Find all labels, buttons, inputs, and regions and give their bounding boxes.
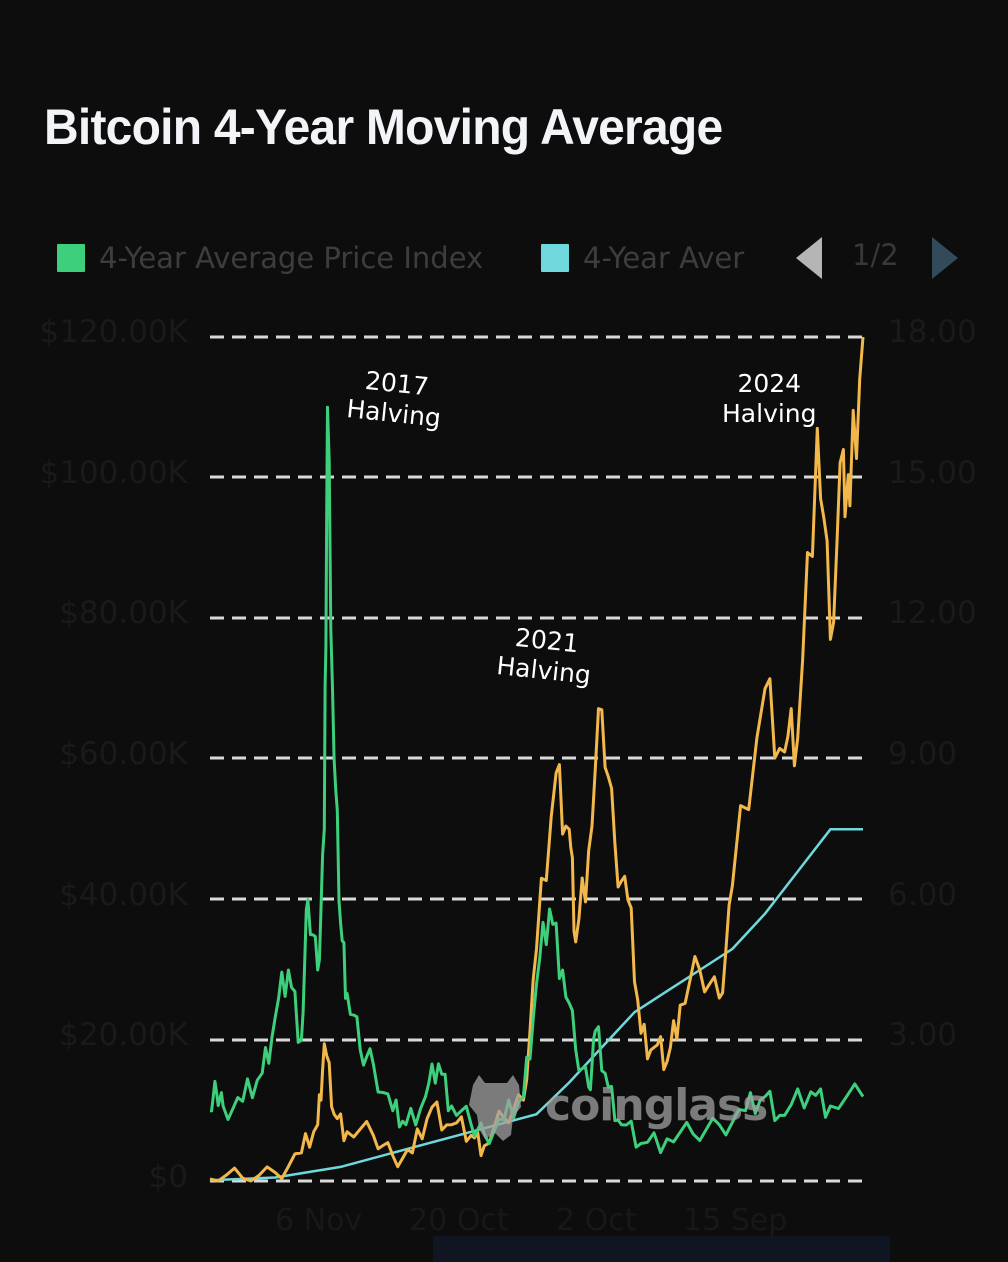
legend-item-index[interactable]: 4-Year Average Price Index <box>57 238 519 278</box>
y-tick-right: 9.00 <box>888 736 958 772</box>
y-tick-left: $80.00K <box>59 595 188 631</box>
y-tick-right: 3.00 <box>888 1017 958 1053</box>
annotation-2021-halving: 2021 Halving <box>495 621 595 691</box>
y-tick-right: 18.00 <box>888 314 977 350</box>
y-tick-left: $0 <box>148 1159 188 1195</box>
y-tick-right: 12.00 <box>888 595 977 631</box>
annotation-2024-halving: 2024 Halving <box>722 369 817 429</box>
series-4yr-average-line <box>209 828 863 1182</box>
y-tick-left: $120.00K <box>39 314 188 350</box>
annotation-label: Halving <box>722 399 817 428</box>
y-tick-left: $60.00K <box>59 736 188 772</box>
page-title: Bitcoin 4-Year Moving Average <box>44 99 723 155</box>
x-tick: 2 Oct <box>556 1203 637 1238</box>
annotation-year: 2024 <box>737 369 802 398</box>
y-tick-left: $40.00K <box>59 877 188 913</box>
legend-swatch-green <box>57 244 85 272</box>
chart-legend: 4-Year Average Price Index 4-Year Aver <box>0 238 1008 278</box>
triangle-left-icon[interactable] <box>796 237 822 279</box>
coinglass-logo-icon <box>469 1075 521 1141</box>
series-btc-price-line <box>209 336 865 1183</box>
triangle-right-icon[interactable] <box>932 237 958 279</box>
legend-swatch-cyan <box>541 244 569 272</box>
x-tick: 15 Sep <box>683 1203 788 1238</box>
legend-label: 4-Year Average Price Index <box>99 241 484 275</box>
legend-page-indicator: 1/2 <box>852 238 899 272</box>
annotation-2017-halving: 2017 Halving <box>345 364 445 434</box>
bottom-panel <box>433 1236 890 1262</box>
watermark: coinglass <box>545 1080 768 1131</box>
y-tick-left: $100.00K <box>39 455 188 491</box>
y-tick-right: 6.00 <box>888 877 958 913</box>
gridlines <box>210 335 863 1183</box>
y-tick-right: 15.00 <box>888 455 977 491</box>
legend-item-ma[interactable]: 4-Year Aver <box>541 238 755 278</box>
series-index-line <box>209 405 865 1155</box>
x-tick: 20 Oct <box>409 1203 509 1238</box>
y-tick-left: $20.00K <box>59 1017 188 1053</box>
x-tick: 6 Nov <box>275 1203 363 1238</box>
legend-label: 4-Year Aver <box>583 241 745 275</box>
